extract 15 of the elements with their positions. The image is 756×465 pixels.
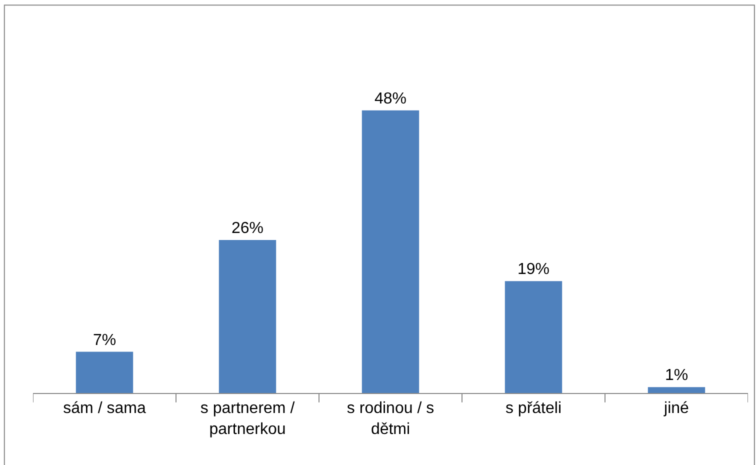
bar (648, 387, 706, 393)
data-label: 1% (664, 367, 688, 384)
x-tick-label: jiné (663, 400, 690, 418)
bar (504, 281, 562, 393)
data-label: 7% (92, 332, 116, 349)
x-tick-label: s partnerem / partnerkou (200, 400, 296, 438)
data-label: 48% (374, 90, 407, 108)
data-label: 26% (231, 220, 264, 237)
x-tick-label: s rodinou / s dětmi (346, 400, 434, 438)
bar (362, 110, 420, 393)
bar (218, 240, 276, 393)
x-tick-label: s přáteli (505, 400, 562, 418)
data-label: 19% (517, 261, 550, 278)
bar (76, 352, 134, 393)
x-tick-label: sám / sama (63, 400, 146, 418)
